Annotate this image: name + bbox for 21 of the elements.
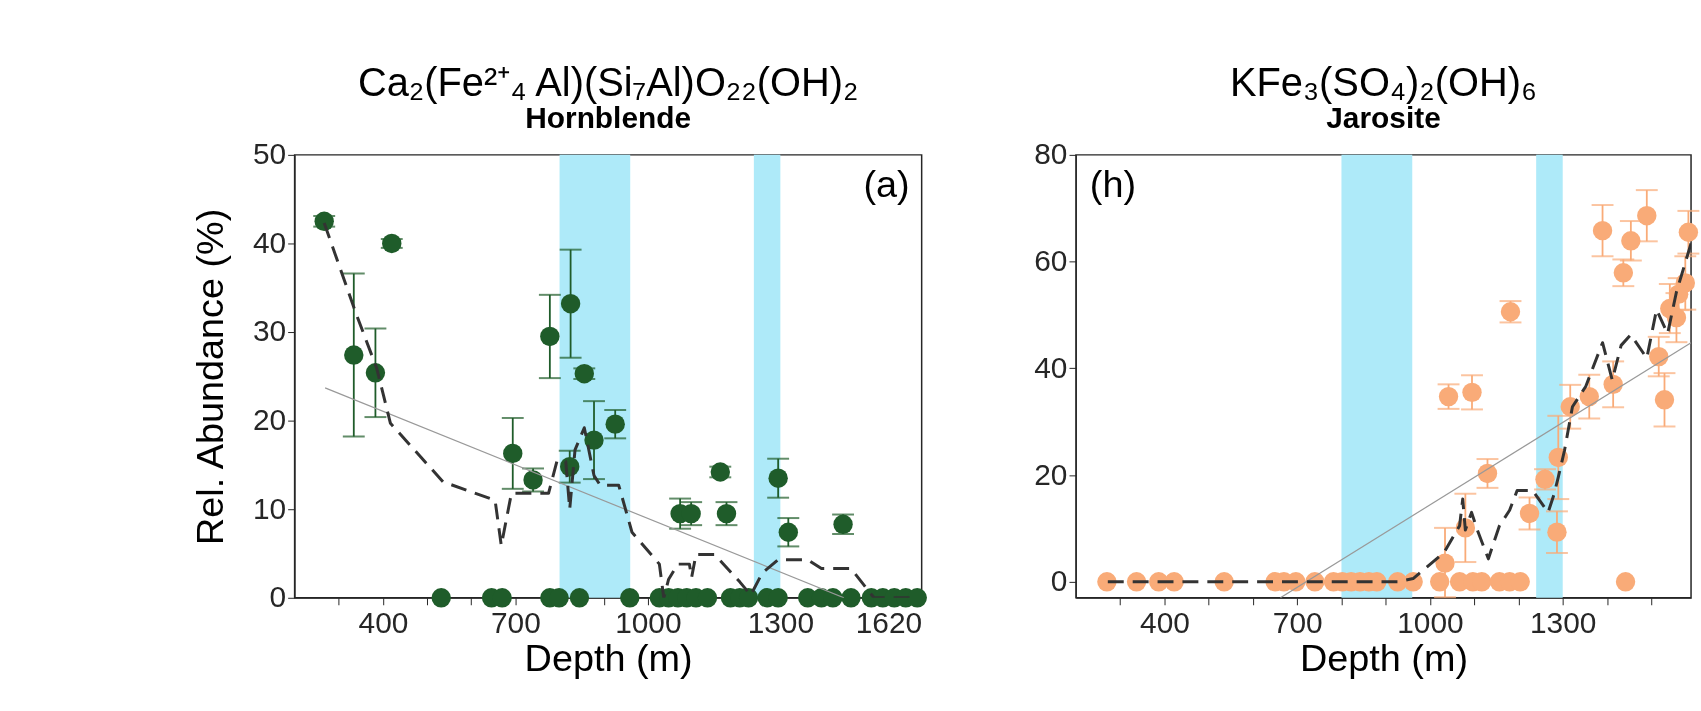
chart-title: KFe₃(SO₄)₂(OH)₆ xyxy=(1229,60,1538,105)
annotation: (a) xyxy=(863,162,910,205)
y-tick-label: 20 xyxy=(1034,457,1068,491)
y-tick-label: 0 xyxy=(269,580,287,614)
y-tick-label: 60 xyxy=(1034,244,1068,278)
y-tick-label: 50 xyxy=(252,137,287,171)
y-tick-label: 10 xyxy=(252,491,287,525)
y-tick-label: 20 xyxy=(252,403,287,437)
x-tick-label: 400 xyxy=(1140,606,1190,640)
x-tick-label: 400 xyxy=(358,606,409,640)
chart-title: Ca₂(Fe²⁺₄ Al)(Si₇Al)O₂₂(OH)₂ xyxy=(357,60,859,105)
x-tick-label: 1620 xyxy=(855,606,923,640)
y-axis-title: Rel. Abundance (%) xyxy=(189,208,232,545)
y-tick-label: 80 xyxy=(1034,137,1068,171)
annotation: (h) xyxy=(1089,162,1137,205)
y-tick-label: 0 xyxy=(1050,564,1068,598)
y-tick-label: 40 xyxy=(252,225,287,259)
y-tick-label: 40 xyxy=(1034,350,1068,384)
x-tick-label: 1300 xyxy=(747,606,815,640)
x-tick-label: 1300 xyxy=(1530,606,1597,640)
y-tick-label: 30 xyxy=(252,314,287,348)
